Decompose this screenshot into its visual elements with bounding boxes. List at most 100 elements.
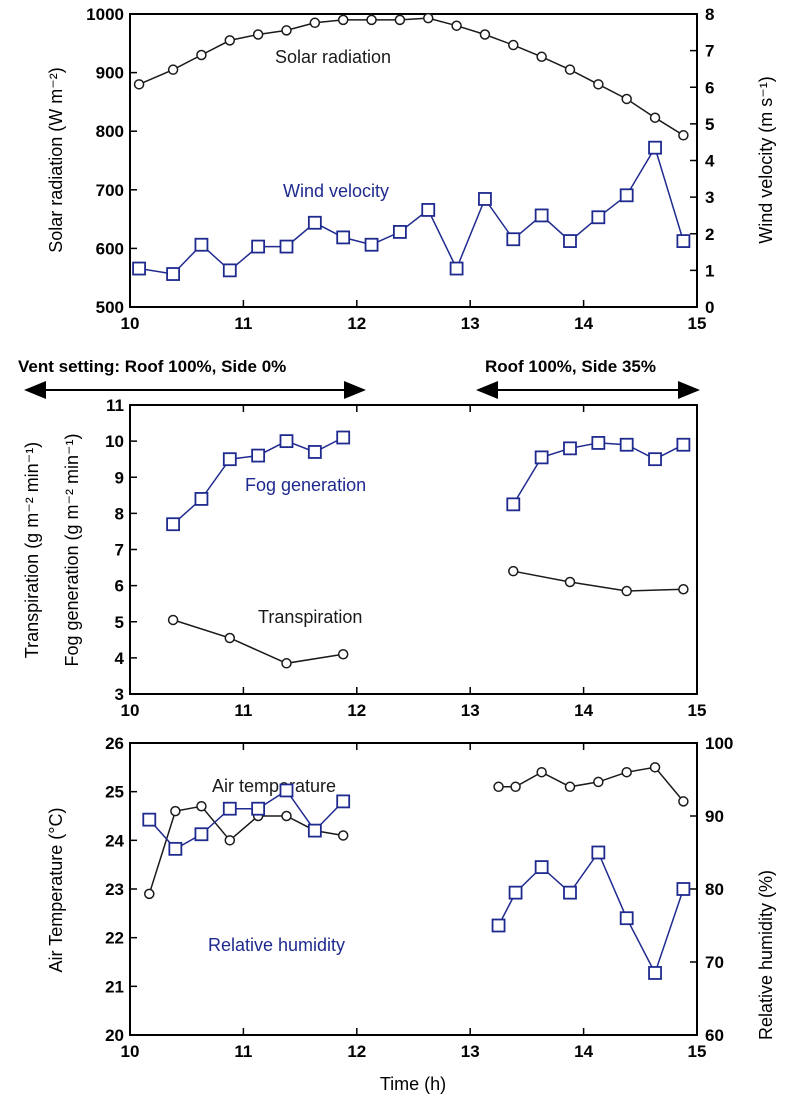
data-point-circle (510, 781, 521, 793)
data-point-square (591, 845, 606, 860)
data-point-square (421, 203, 436, 217)
data-point-square (194, 827, 209, 842)
series-label: Solar radiation (275, 47, 391, 67)
data-point-square (534, 208, 549, 223)
data-point-square (563, 234, 577, 248)
y-axis-title: Air Temperature (°C) (46, 808, 66, 973)
plot-frame (129, 13, 698, 308)
data-point-square (619, 188, 634, 203)
y2-tick-label: 5 (705, 115, 714, 134)
series-line (513, 570, 684, 592)
x-tick-label: 14 (574, 1042, 593, 1061)
data-point-circle (536, 51, 547, 63)
data-point-circle (678, 130, 689, 141)
data-point-square (563, 441, 577, 456)
x-tick-label: 15 (688, 701, 707, 720)
data-point-circle (678, 583, 689, 595)
data-point-circle (167, 64, 179, 75)
x-tick-label: 11 (234, 1042, 252, 1061)
y-tick-label: 3 (115, 685, 124, 704)
data-point-circle (196, 49, 207, 61)
y-tick-label: 21 (105, 977, 124, 996)
data-point-square (563, 885, 577, 900)
data-point-circle (564, 64, 576, 75)
y-tick-label: 11 (106, 396, 124, 415)
data-point-square (194, 492, 209, 506)
data-point-square (166, 517, 180, 532)
y-tick-label: 25 (105, 783, 124, 802)
vent-setting-annotation: Vent setting: Roof 100%, Side 0% Roof 10… (18, 357, 700, 399)
data-point-circle (366, 14, 377, 26)
data-point-circle (309, 17, 321, 29)
data-point-square (508, 885, 523, 900)
x-tick-label: 13 (461, 314, 480, 333)
data-point-circle (196, 801, 207, 812)
data-point-square (336, 230, 351, 245)
y-tick-label: 1000 (86, 5, 124, 24)
x-tick-label: 15 (688, 314, 707, 333)
series-line (148, 789, 344, 850)
data-point-square (648, 452, 662, 467)
y2-tick-label: 70 (705, 953, 724, 972)
data-point-square (676, 882, 691, 896)
data-point-circle (621, 585, 632, 597)
series-solar-radiation (133, 12, 689, 141)
data-point-square (534, 860, 549, 874)
y2-tick-label: 100 (705, 734, 733, 753)
series-line (172, 619, 344, 665)
chart-panel-top: 10 11 12 13 14 155006007008009001000012345678… (46, 5, 776, 333)
series-label: Fog generation (245, 475, 366, 495)
data-point-square (364, 237, 379, 252)
y-tick-label: 8 (115, 504, 124, 523)
data-point-square (591, 210, 606, 225)
y2-tick-label: 2 (705, 225, 714, 244)
data-point-circle (479, 29, 491, 40)
x-tick-label: 12 (347, 1042, 366, 1061)
data-point-circle (224, 835, 236, 846)
data-point-circle (493, 781, 504, 793)
vent-label-right: Roof 100%, Side 35% (485, 357, 656, 376)
x-tick-label: 10 (121, 1042, 140, 1061)
data-point-circle (508, 565, 519, 577)
data-point-circle (133, 79, 145, 90)
y2-tick-label: 7 (705, 42, 714, 61)
x-tick-label: 12 (347, 314, 366, 333)
y2-tick-label: 8 (705, 5, 714, 24)
data-point-square (336, 430, 351, 445)
x-tick-label: 13 (461, 1042, 480, 1061)
data-point-circle (281, 658, 292, 669)
vent-arrow-left (24, 381, 366, 399)
y-axis-title: Transpiration (g m⁻² min⁻¹) (22, 442, 42, 658)
data-point-square (251, 801, 266, 816)
data-point-square (279, 239, 294, 254)
x-tick-label: 10 (121, 701, 140, 720)
y-tick-label: 7 (115, 541, 124, 560)
plot-frame (129, 404, 698, 695)
data-point-square (166, 267, 180, 281)
x-tick-label: 11 (234, 701, 252, 720)
data-point-square (619, 437, 634, 452)
data-point-square (392, 225, 407, 239)
x-axis-title: Time (h) (380, 1074, 446, 1094)
y-tick-label: 600 (96, 239, 124, 258)
data-point-square (676, 437, 691, 452)
data-point-square (478, 192, 492, 206)
data-point-square (222, 263, 237, 278)
y-tick-label: 23 (105, 880, 124, 899)
x-tick-label: 12 (347, 701, 366, 720)
data-point-circle (593, 79, 604, 90)
series-label: Transpiration (258, 607, 362, 627)
series-label: Air temperature (212, 776, 336, 796)
series-transpiration (167, 565, 689, 669)
data-point-circle (678, 796, 689, 807)
y2-tick-label: 6 (705, 78, 714, 97)
data-point-square (251, 448, 266, 463)
y2-tick-label: 80 (705, 880, 724, 899)
y2-axis-title: Relative humidity (%) (756, 870, 776, 1040)
data-point-circle (337, 14, 349, 26)
y2-tick-label: 4 (705, 152, 715, 171)
data-point-circle (649, 762, 661, 773)
data-point-circle (337, 649, 349, 660)
chart-panel-bottom: 10 11 12 13 14 15 20 21 22 23 24 25 26 60 70 80 90 100 Air… (46, 734, 776, 1094)
data-point-circle (451, 20, 462, 31)
